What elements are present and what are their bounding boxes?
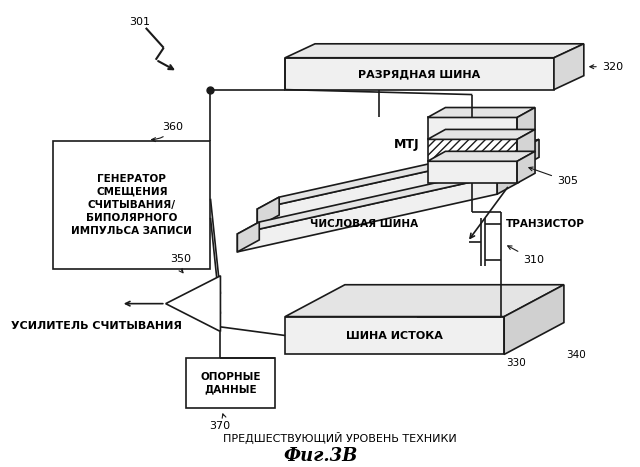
Polygon shape — [237, 222, 259, 252]
Polygon shape — [554, 44, 584, 90]
Text: 301: 301 — [129, 17, 150, 27]
Polygon shape — [257, 139, 539, 209]
Polygon shape — [517, 151, 535, 183]
Polygon shape — [517, 129, 535, 161]
Text: 305: 305 — [529, 167, 578, 186]
Polygon shape — [166, 276, 220, 332]
Text: ШИНА ИСТОКА: ШИНА ИСТОКА — [346, 331, 443, 340]
Polygon shape — [504, 285, 564, 354]
Text: ТРАНЗИСТОР: ТРАНЗИСТОР — [506, 219, 585, 229]
Polygon shape — [517, 139, 539, 169]
Text: MTJ: MTJ — [394, 138, 420, 151]
Text: РАЗРЯДНАЯ ШИНА: РАЗРЯДНАЯ ШИНА — [358, 70, 481, 80]
Polygon shape — [517, 107, 535, 139]
Text: 320: 320 — [590, 62, 623, 72]
Text: 340: 340 — [566, 350, 586, 361]
Text: 360: 360 — [152, 122, 184, 142]
Polygon shape — [237, 164, 519, 234]
Polygon shape — [428, 129, 535, 139]
Text: ОПОРНЫЕ
ДАННЫЕ: ОПОРНЫЕ ДАННЫЕ — [200, 373, 260, 394]
Polygon shape — [237, 176, 497, 252]
Text: ГЕНЕРАТОР
СМЕЩЕНИЯ
СЧИТЫВАНИЯ/
БИПОЛЯРНОГО
ИМПУЛЬСА ЗАПИСИ: ГЕНЕРАТОР СМЕЩЕНИЯ СЧИТЫВАНИЯ/ БИПОЛЯРНО… — [72, 174, 192, 236]
Polygon shape — [285, 317, 504, 354]
Text: ЧИСЛОВАЯ ШИНА: ЧИСЛОВАЯ ШИНА — [310, 219, 418, 229]
Polygon shape — [428, 161, 517, 183]
Polygon shape — [428, 118, 517, 139]
Text: Фиг.3В: Фиг.3В — [283, 447, 357, 465]
Polygon shape — [428, 151, 535, 161]
Text: УСИЛИТЕЛЬ СЧИТЫВАНИЯ: УСИЛИТЕЛЬ СЧИТЫВАНИЯ — [12, 320, 182, 331]
Text: 310: 310 — [508, 246, 544, 265]
Text: 370: 370 — [209, 414, 230, 431]
Polygon shape — [53, 142, 211, 269]
Polygon shape — [428, 139, 517, 161]
Polygon shape — [497, 164, 519, 194]
Text: 330: 330 — [506, 358, 526, 368]
Text: 350: 350 — [171, 254, 191, 273]
Polygon shape — [257, 197, 279, 227]
Polygon shape — [428, 107, 535, 118]
Polygon shape — [186, 358, 275, 408]
Text: ПРЕДШЕСТВУЮЩИЙ УРОВЕНЬ ТЕХНИКИ: ПРЕДШЕСТВУЮЩИЙ УРОВЕНЬ ТЕХНИКИ — [223, 432, 457, 444]
Polygon shape — [257, 151, 517, 227]
Polygon shape — [285, 58, 554, 90]
Polygon shape — [285, 44, 584, 58]
Polygon shape — [285, 285, 564, 317]
